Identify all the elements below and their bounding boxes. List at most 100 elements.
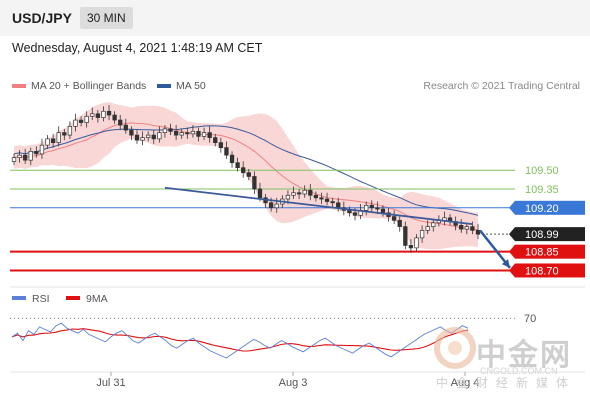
candle (380, 208, 386, 214)
price-level-label: 108.99 (525, 229, 559, 241)
candle (414, 237, 419, 249)
candle (369, 204, 374, 209)
candle (218, 142, 223, 148)
chart-date: Wednesday, August 4, 2021 1:48:19 AM CET (12, 41, 263, 55)
candle (173, 130, 179, 136)
watermark-emblem-core-icon (448, 341, 462, 355)
candle (425, 226, 430, 231)
candle (391, 216, 397, 221)
legend-label: MA 20 + Bollinger Bands (31, 80, 147, 92)
legend-swatch-icon (157, 84, 171, 89)
candle (140, 137, 145, 141)
legend-label: MA 50 (176, 80, 206, 92)
candle (269, 202, 274, 209)
candle (78, 119, 84, 123)
price-level-label-box (515, 244, 585, 259)
candle (190, 130, 196, 135)
candle (274, 203, 279, 209)
candle (431, 222, 436, 227)
candle (302, 189, 307, 195)
candle (23, 154, 28, 161)
candle (419, 230, 425, 239)
candle (291, 192, 296, 196)
rsi-9ma-line (11, 328, 469, 352)
candle (241, 167, 246, 174)
legend-item-bollinger: MA 20 + Bollinger Bands (12, 80, 146, 92)
candle (235, 162, 240, 169)
price-level-label-box (515, 200, 585, 215)
watermark-url: CNGOLD.COM.CN (480, 366, 558, 376)
candle (90, 113, 95, 117)
candle (84, 115, 89, 123)
candle (134, 134, 140, 141)
watermark-logo-text: 中金网 (476, 339, 572, 372)
candle (207, 132, 212, 138)
candle (475, 230, 481, 235)
price-level-label-box (515, 227, 585, 242)
candle (34, 151, 39, 155)
rsi-legend-swatch-icon (12, 296, 26, 300)
price-level-pointer (509, 200, 515, 215)
candle (62, 132, 67, 136)
price-level-label: 108.85 (525, 247, 559, 259)
candle (129, 129, 134, 136)
candle (464, 226, 469, 230)
candle (17, 154, 22, 159)
candle (408, 245, 414, 249)
candle (347, 209, 352, 214)
candle (11, 157, 17, 162)
x-tick-label: Aug 4 (451, 377, 480, 389)
price-level-label: 109.50 (525, 165, 559, 177)
price-level-label: 109.35 (525, 184, 559, 196)
candle (352, 212, 358, 216)
candle (330, 201, 335, 204)
ma50-line (13, 125, 479, 216)
candle (470, 226, 475, 231)
legend-swatch-icon (12, 84, 26, 89)
price-level-label: 109.20 (525, 203, 559, 215)
x-tick-label: Jul 31 (96, 377, 125, 389)
candle (95, 113, 101, 118)
candle (319, 197, 324, 200)
symbol-label: USD/JPY (12, 10, 72, 26)
candle (67, 125, 73, 136)
top-bar: USD/JPY 30 MIN (0, 0, 590, 36)
rsi-legend-label: RSI (32, 293, 50, 305)
candle (213, 137, 218, 143)
candle (375, 207, 380, 210)
rsi-line (11, 322, 469, 359)
candle (56, 132, 61, 143)
timeframe-button[interactable]: 30 MIN (80, 7, 133, 29)
rsi-level-label: 70 (524, 313, 536, 325)
candle (106, 110, 112, 116)
candle (162, 128, 168, 133)
watermark-tagline: 中金财经新媒体 (436, 376, 577, 390)
candle (185, 132, 190, 135)
candle (168, 128, 173, 132)
candle (151, 134, 156, 140)
candle (252, 176, 257, 190)
candle (397, 219, 402, 227)
rsi-legend-swatch-icon (66, 296, 80, 300)
candle (257, 188, 263, 199)
candle (296, 192, 302, 195)
candle (403, 226, 408, 246)
candle (28, 151, 33, 161)
candle (179, 132, 184, 136)
candle (50, 138, 56, 143)
candle (308, 189, 313, 196)
price-level-label-box (515, 263, 585, 278)
candle (123, 124, 128, 131)
candle (224, 147, 229, 156)
candle (313, 194, 319, 199)
trendline (164, 186, 473, 225)
watermark-emblem-icon (434, 327, 476, 369)
price-level-pointer (509, 227, 515, 242)
ma20-line (13, 122, 479, 231)
candle (364, 204, 369, 211)
candle (73, 119, 78, 127)
candle (196, 130, 201, 137)
candle (39, 144, 45, 155)
price-level-label: 108.70 (525, 265, 559, 277)
